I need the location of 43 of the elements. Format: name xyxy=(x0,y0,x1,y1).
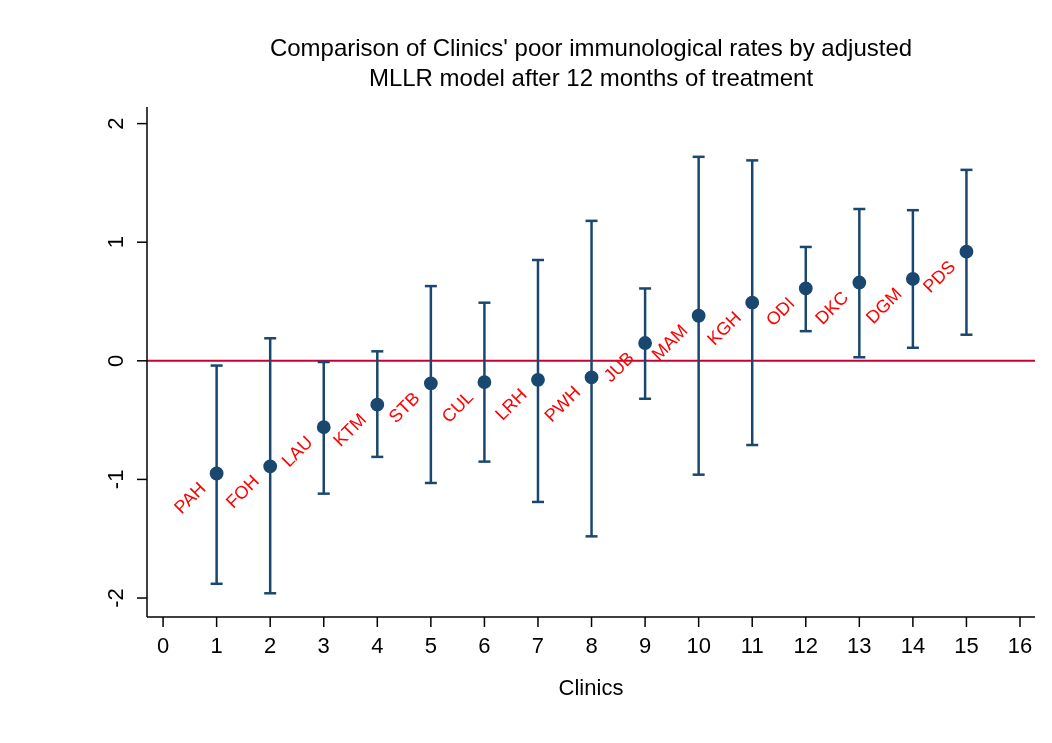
x-tick-label: 5 xyxy=(424,633,437,658)
point xyxy=(209,466,224,481)
y-tick-label: 1 xyxy=(103,236,128,249)
x-tick-label: 14 xyxy=(900,633,926,658)
x-axis-title: Clinics xyxy=(558,675,624,700)
x-tick-label: 9 xyxy=(638,633,652,658)
point xyxy=(263,459,278,474)
x-tick-label: 1 xyxy=(210,633,223,658)
annotation: JUB xyxy=(599,347,638,386)
annotation: ODI xyxy=(761,293,799,330)
point xyxy=(477,375,492,390)
point xyxy=(638,336,652,350)
point xyxy=(745,295,760,310)
point xyxy=(316,420,331,435)
x-tick-label: 4 xyxy=(371,633,384,658)
x-tick-label: 0 xyxy=(156,633,170,658)
point xyxy=(691,308,706,323)
point xyxy=(423,376,438,391)
x-tick-label: 10 xyxy=(686,633,711,658)
point xyxy=(905,272,920,286)
x-tick-label: 8 xyxy=(585,633,598,658)
x-tick-label: 7 xyxy=(531,633,545,658)
x-tick-label: 11 xyxy=(740,633,764,658)
chart-title: Comparison of Clinics' poor immunological rates by adjusted MLLR model after 12 months of treatment xyxy=(269,34,913,91)
x-tick-label: 2 xyxy=(264,633,277,658)
y-tick-label: -1 xyxy=(103,469,128,490)
x-tick-label: 15 xyxy=(954,633,979,658)
y-tick-label: 0 xyxy=(103,354,128,367)
x-tick-label: 16 xyxy=(1007,633,1033,658)
x-tick-label: 12 xyxy=(793,633,819,658)
point xyxy=(370,397,385,412)
point xyxy=(959,244,974,259)
point xyxy=(798,281,813,296)
point xyxy=(584,370,599,385)
point xyxy=(531,372,545,387)
annotation: STB xyxy=(384,388,424,427)
x-tick-label: 13 xyxy=(847,633,872,658)
annotation: CUL xyxy=(437,386,478,427)
point xyxy=(852,275,867,290)
x-tick-label: 3 xyxy=(317,633,330,658)
x-tick-label: 6 xyxy=(478,633,491,658)
y-tick-label: 2 xyxy=(103,117,128,130)
y-tick-label: -2 xyxy=(103,588,128,608)
